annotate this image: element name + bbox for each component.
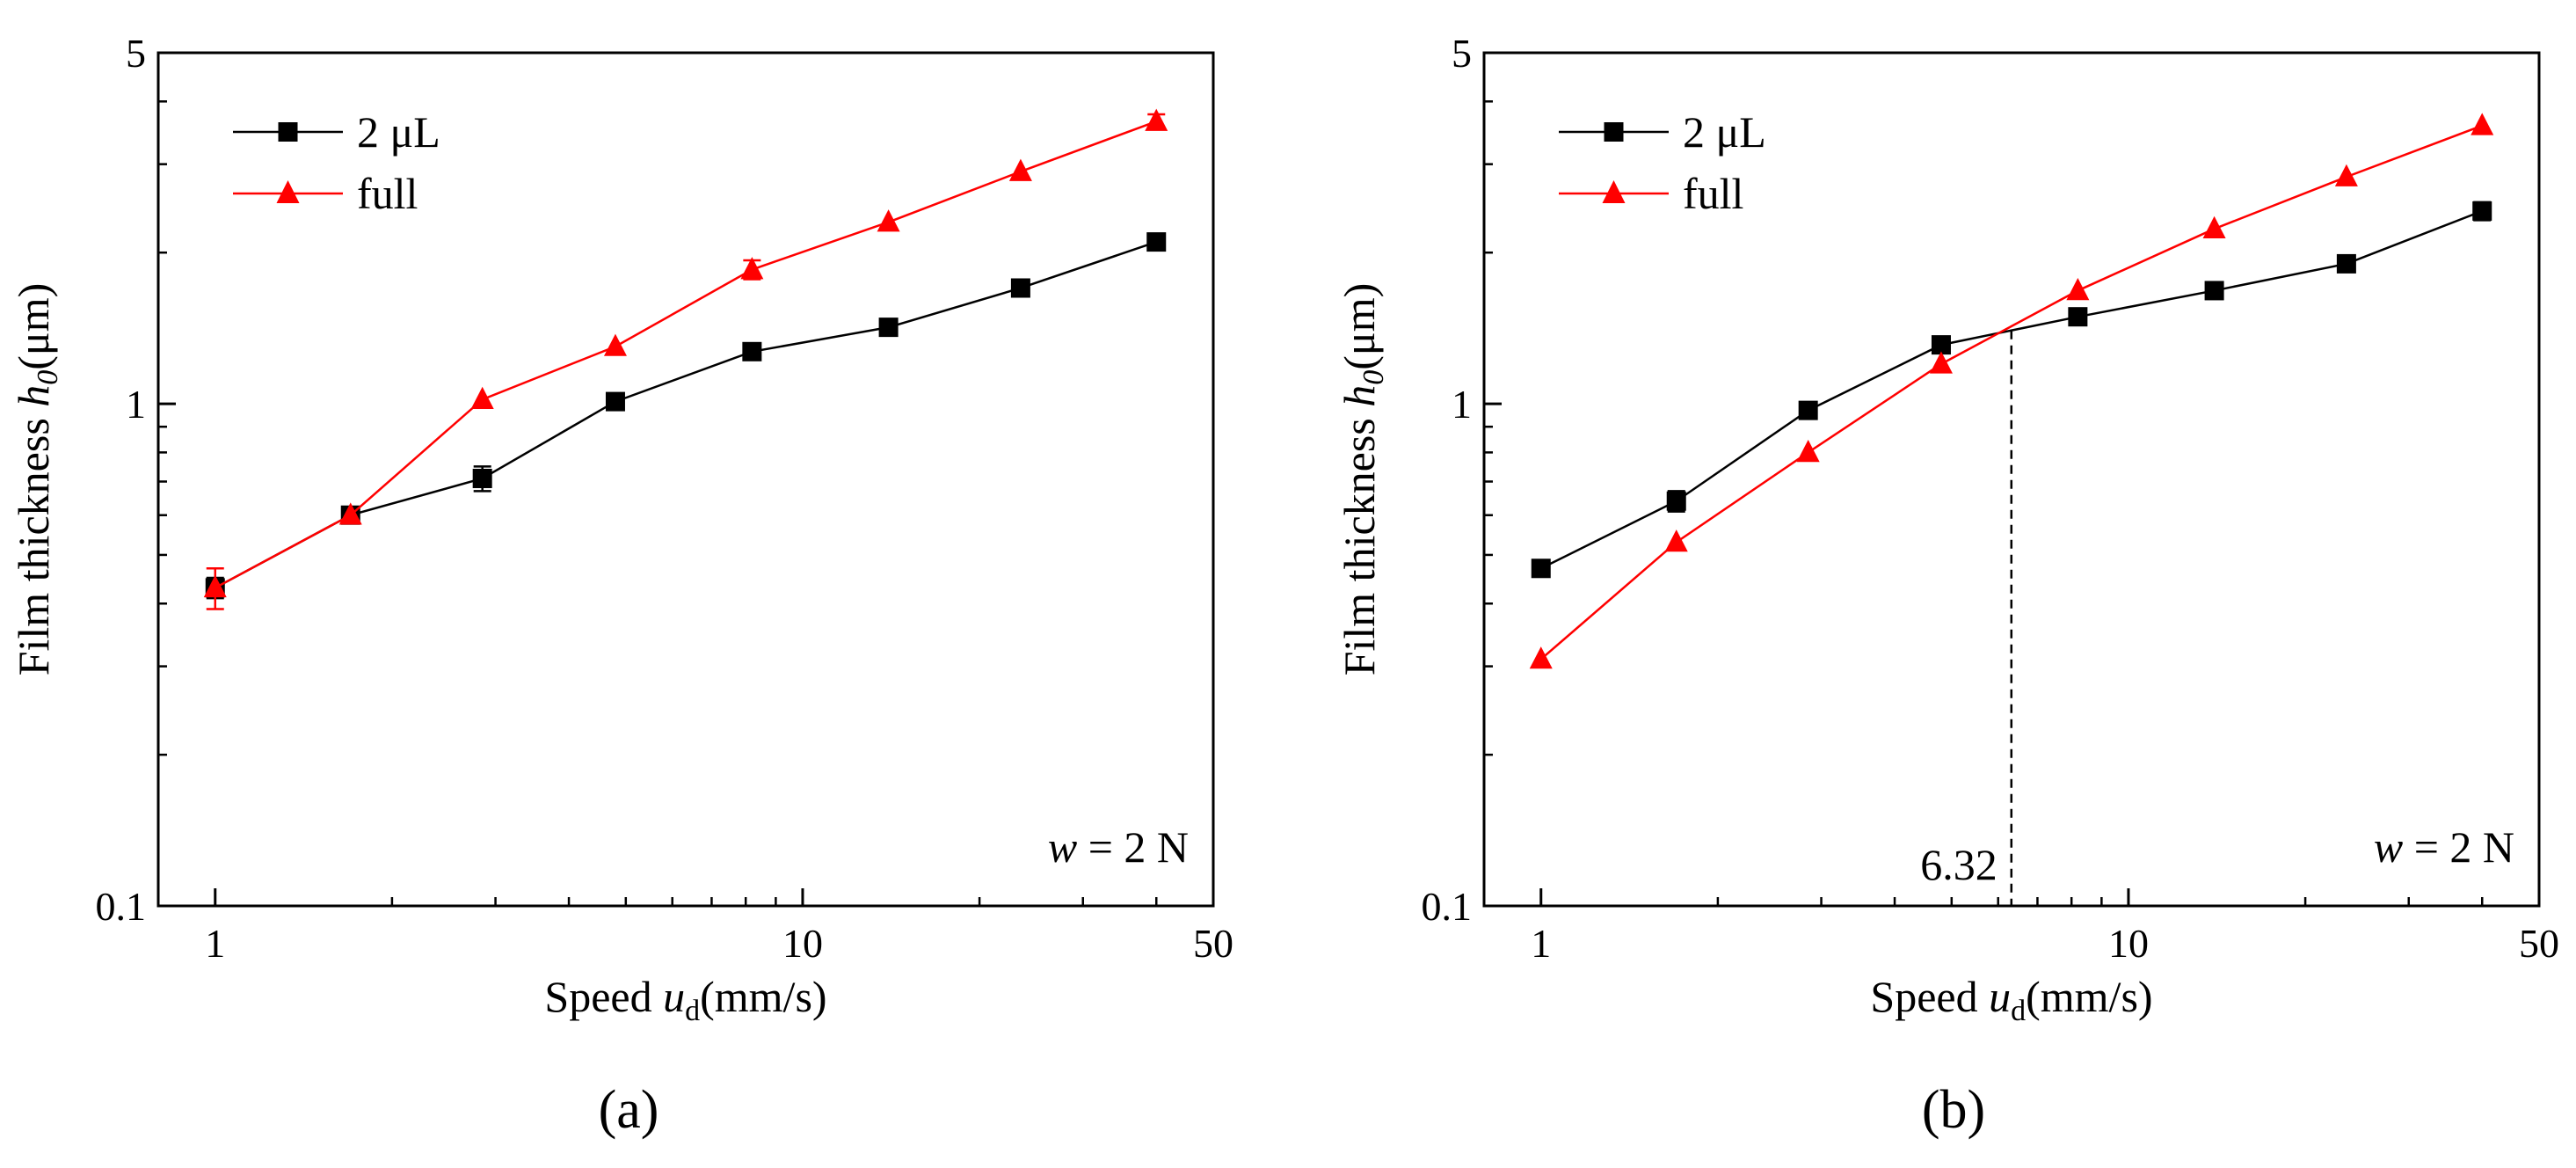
chart-panel-b: 1 10 50 0.1 1 5 Speed ud(mm/s) Film thickness h… [1335,31,2559,1140]
legend-label: 2 μL [357,107,440,157]
data-point-triangle [877,209,900,232]
chart-panel-a: 1 10 50 0.1 1 5 Speed ud(mm/s) Film thickness h… [9,31,1233,1140]
y-tick-label: 1 [1452,382,1472,427]
data-point-triangle [2066,278,2090,301]
load-annotation: w = 2 N [1048,822,1189,872]
data-point-triangle [1796,439,1820,463]
data-point-triangle [203,574,227,598]
x-axis-label: Speed ud(mm/s) [1870,972,2152,1027]
load-annotation-value: = 2 N [2403,822,2514,872]
y-axis-label-unit: (μm) [9,283,58,370]
x-axis-label-text: Speed [1870,972,1989,1021]
legend: 2 μL full [233,107,440,218]
data-point-square [1010,278,1030,298]
y-tick-label: 0.1 [1422,884,1473,929]
data-point-triangle [470,386,494,409]
data-point-triangle [603,333,627,356]
x-tick-label: 50 [1193,921,1233,966]
data-point-square [1931,335,1951,355]
crossover-label: 6.32 [1920,840,1997,889]
y-axis-label: Film thickness h0(μm) [1335,283,1390,676]
legend-marker-triangle [1602,180,1626,203]
data-point-square [1666,491,1686,511]
x-axis-label-var: u [663,972,685,1021]
legend-marker-square [1604,122,1624,142]
y-axis-label-sub: 0 [1357,370,1390,385]
legend: 2 μL full [1559,107,1766,218]
x-tick-label: 10 [2108,921,2149,966]
legend-marker-square [278,122,298,142]
y-tick-label: 5 [126,31,146,76]
series-2ul [205,232,1167,600]
x-tick-label: 1 [205,921,225,966]
data-point-triangle [1664,529,1688,552]
series-line [215,240,1157,589]
data-point-square [742,341,762,361]
x-axis-label: Speed ud(mm/s) [544,972,826,1027]
x-axis-label-unit: (mm/s) [700,972,826,1021]
y-axis-label-unit: (μm) [1335,283,1384,370]
y-axis-label-text: Film thickness [9,407,58,676]
data-point-square [2204,281,2224,301]
x-axis-label-sub: d [685,995,700,1027]
data-point-triangle [1929,351,1953,374]
load-annotation-var: w [1048,822,1077,872]
panel-caption: (a) [599,1080,659,1140]
series-line [1539,124,2483,661]
data-point-square [605,391,625,412]
plot-frame [1482,51,2541,908]
x-tick-label: 50 [2519,921,2559,966]
data-point-square [1531,558,1551,579]
load-annotation: w = 2 N [2374,822,2514,872]
data-point-square [1146,232,1167,252]
data-point-triangle [1145,108,1168,131]
y-axis-label-var: h [9,385,58,407]
data-point-triangle [1008,158,1032,181]
data-point-square [878,318,899,338]
series-full [203,108,1168,610]
load-annotation-var: w [2374,822,2403,872]
data-point-square [472,468,492,488]
legend-label: 2 μL [1683,107,1766,157]
y-axis-label: Film thickness h0(μm) [9,283,64,676]
legend-marker-triangle [276,180,300,203]
series-line [1540,209,2483,570]
y-axis-label-text: Film thickness [1335,407,1384,676]
data-point-triangle [2202,215,2226,239]
panel-caption: (b) [1922,1080,1985,1140]
data-point-square [2472,201,2492,221]
data-point-square [1798,400,1818,420]
plot-frame [156,51,1215,908]
y-tick-label: 5 [1452,31,1472,76]
series-line [215,120,1157,589]
data-point-square [2336,253,2356,274]
x-tick-label: 10 [782,921,823,966]
y-axis-label-sub: 0 [32,370,64,385]
x-axis-label-text: Speed [544,972,663,1021]
x-axis-label-sub: d [2011,995,2026,1027]
series-2ul [1531,201,2492,579]
data-point-square [2068,307,2088,327]
legend-label: full [1683,169,1743,218]
y-tick-label: 0.1 [96,884,147,929]
load-annotation-value: = 2 N [1077,822,1189,872]
series-full [1529,113,2494,669]
y-axis-label-var: h [1335,385,1384,407]
data-point-triangle [338,502,362,525]
data-point-triangle [740,257,764,280]
legend-label: full [357,169,418,218]
y-tick-label: 1 [126,382,146,427]
x-axis-label-unit: (mm/s) [2026,972,2152,1021]
x-axis-label-var: u [1989,972,2011,1021]
data-point-triangle [2334,164,2358,186]
data-point-triangle [1529,646,1553,669]
x-tick-label: 1 [1531,921,1551,966]
data-point-triangle [2470,113,2494,135]
